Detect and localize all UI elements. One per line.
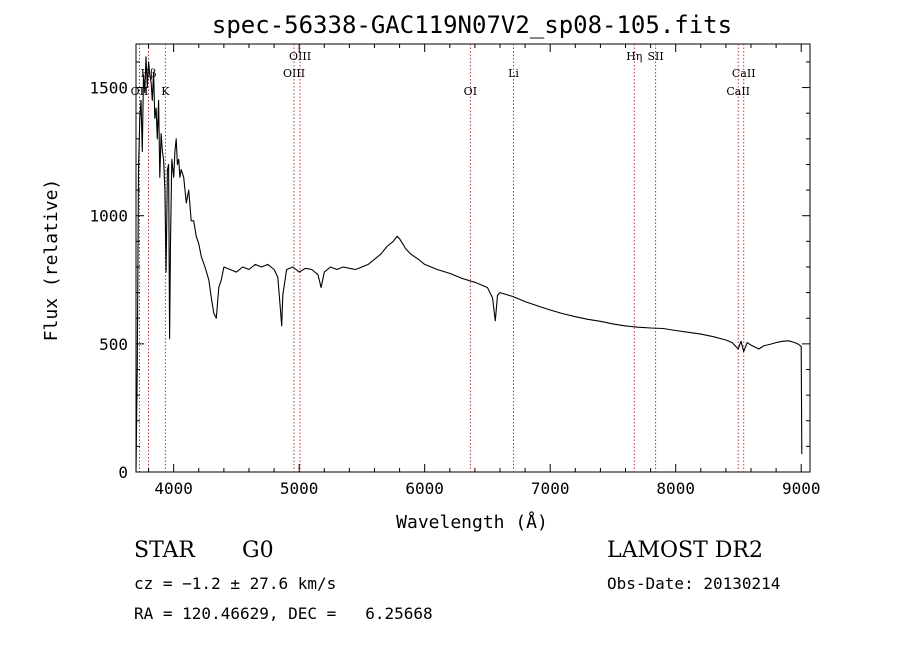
x-tick-label-1: 5000 (280, 479, 319, 498)
line-label-4: OIII (283, 67, 305, 80)
y-tick-label-2: 1000 (89, 207, 128, 226)
chart-title: spec-56338-GAC119N07V2_sp08-105.fits (212, 11, 732, 39)
line-label-1: OII (131, 85, 149, 98)
x-tick-label-2: 6000 (405, 479, 444, 498)
x-axis-label: Wavelength (Å) (396, 511, 548, 533)
redshift-value: cz = −1.2 ± 27.6 km/s (134, 574, 337, 593)
line-label-7: Hη (626, 50, 642, 63)
line-label-9: CaII (732, 67, 756, 80)
y-tick-label-1: 500 (99, 335, 128, 354)
x-axis-ticks: 4000 5000 6000 7000 8000 9000 (148, 44, 821, 498)
survey-name: LAMOST DR2 (607, 538, 763, 563)
line-label-5: OI (464, 85, 477, 98)
line-label-2: K (161, 85, 170, 98)
line-label-8: SII (648, 50, 664, 63)
flux-series-line (135, 56, 803, 473)
object-class: STAR (134, 538, 195, 563)
y-tick-label-3: 1500 (89, 79, 128, 98)
line-label-10: CaII (726, 85, 750, 98)
x-tick-label-4: 8000 (656, 479, 695, 498)
line-label-6: Li (508, 67, 519, 80)
plot-frame (135, 43, 811, 473)
y-axis-label: Flux (relative) (41, 179, 62, 342)
coordinates: RA = 120.46629, DEC = 6.25668 (134, 604, 433, 623)
y-axis-ticks: 0 500 1000 1500 (89, 61, 810, 482)
y-tick-label-0: 0 (118, 463, 128, 482)
x-tick-label-5: 9000 (782, 479, 821, 498)
x-tick-label-3: 7000 (531, 479, 570, 498)
observation-date: Obs-Date: 20130214 (607, 574, 781, 593)
x-tick-label-0: 4000 (154, 479, 193, 498)
object-subclass: G0 (242, 538, 274, 563)
line-label-3: OIII (289, 50, 311, 63)
